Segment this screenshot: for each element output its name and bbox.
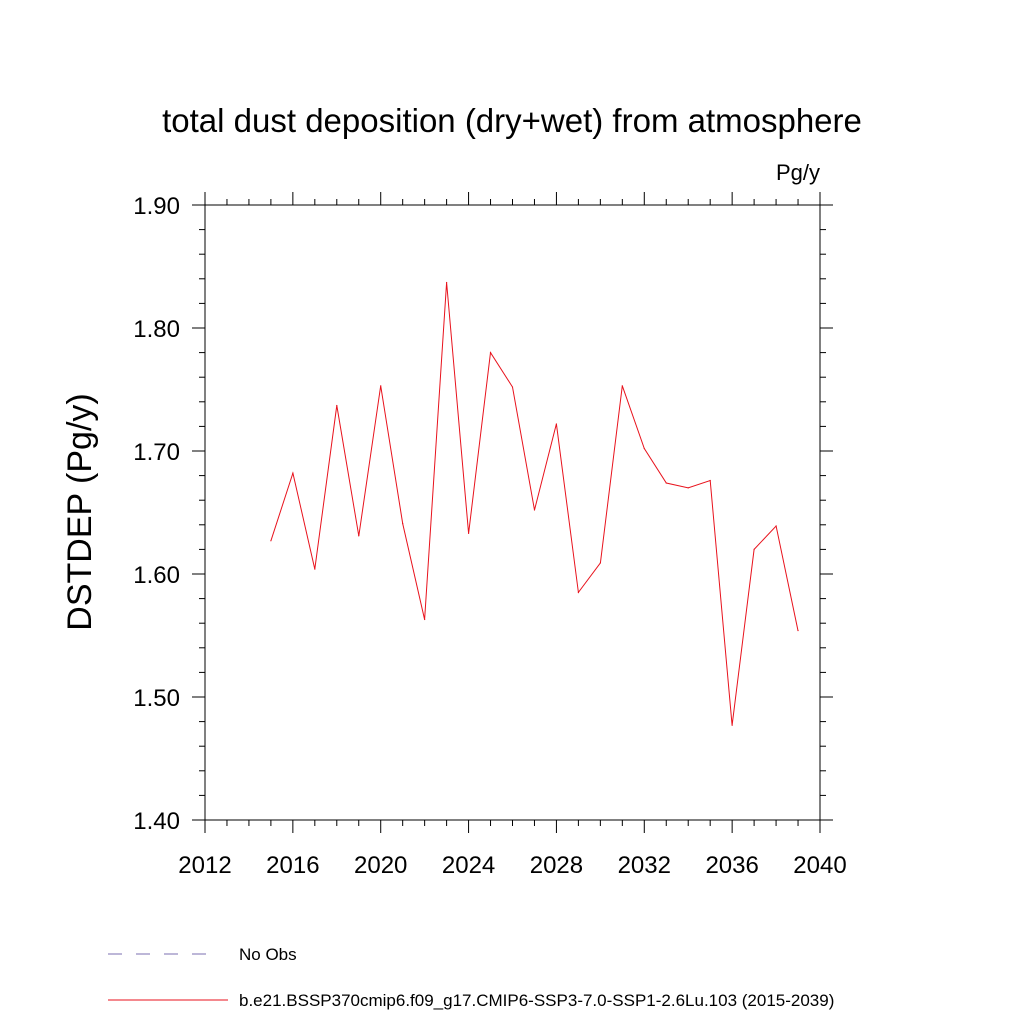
data-point (665, 482, 667, 484)
data-point (467, 532, 470, 535)
data-point (402, 522, 404, 525)
legend: No Obs b.e21.BSSP370cmip6.f09_g17.CMIP6-… (108, 945, 834, 1010)
plot-lines (270, 281, 799, 726)
data-point (336, 404, 338, 407)
data-point (599, 562, 601, 564)
data-point (731, 724, 733, 726)
x-tick-label: 2020 (354, 852, 407, 879)
data-point (446, 281, 448, 284)
data-point (797, 629, 799, 632)
axes: 2012 2016 2020 2024 2028 2032 2036 2040 1.40 1.50… (133, 192, 847, 879)
data-point (621, 385, 623, 387)
y-tick-label: 1.60 (133, 562, 180, 589)
chart-title: total dust deposition (dry+wet) from atm… (162, 102, 862, 139)
data-point (292, 472, 294, 474)
data-point (577, 591, 579, 594)
x-tick-label: 2040 (793, 852, 846, 879)
units-label: Pg/y (776, 160, 820, 185)
legend-label-model: b.e21.BSSP370cmip6.f09_g17.CMIP6-SSP3-7.… (239, 991, 834, 1010)
series-line-0 (270, 282, 799, 726)
x-tick-label: 2024 (442, 852, 495, 879)
x-tick-label: 2016 (266, 852, 319, 879)
data-point (314, 568, 316, 570)
data-point (270, 540, 272, 542)
data-point (489, 352, 492, 354)
data-point (753, 548, 755, 551)
data-point (687, 487, 689, 489)
data-point (643, 447, 645, 450)
data-point (358, 535, 360, 537)
y-tick-label: 1.70 (133, 439, 180, 466)
x-tick-label: 2028 (530, 852, 583, 879)
data-point (775, 525, 777, 527)
y-tick-label: 1.80 (133, 316, 180, 343)
y-tick-label: 1.90 (133, 193, 180, 220)
y-tick-label: 1.50 (133, 685, 180, 712)
x-tick-label: 2032 (618, 852, 671, 879)
data-point (533, 509, 536, 511)
x-tick-label: 2012 (178, 852, 231, 879)
plot-frame (204, 204, 821, 821)
x-tick-label: 2036 (705, 852, 758, 879)
data-point (424, 618, 426, 621)
data-point (380, 385, 382, 387)
y-tick-label: 1.40 (133, 808, 180, 835)
data-point (511, 386, 514, 388)
y-axis-label: DSTDEP (Pg/y) (61, 393, 99, 630)
data-point (555, 423, 558, 425)
data-point (709, 479, 711, 482)
legend-label-no-obs: No Obs (239, 945, 297, 964)
